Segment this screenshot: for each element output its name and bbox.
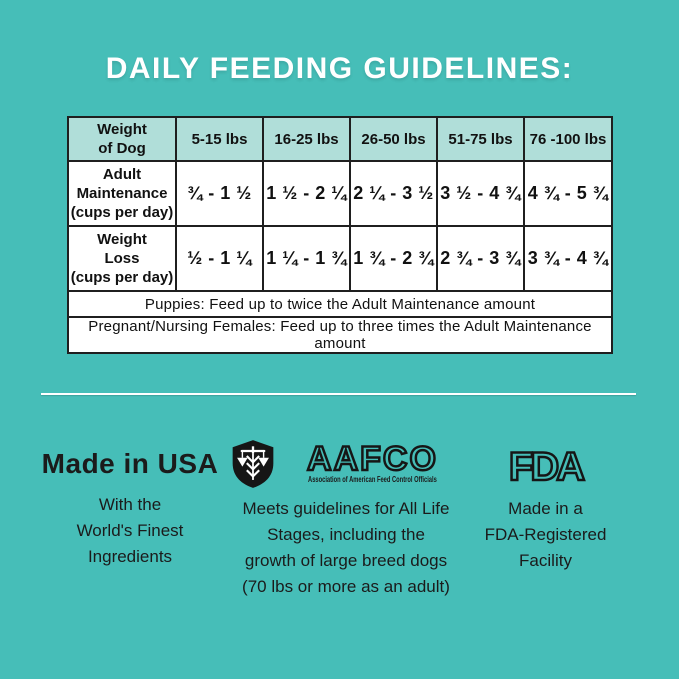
page-title: DAILY FEEDING GUIDELINES: xyxy=(105,52,574,85)
aafco-logo: AAFCO Association of American Feed Contr… xyxy=(228,438,464,490)
cell-loss-5-15: ½ - 1 ¼ xyxy=(175,225,264,292)
cell-adult-5-15: ¾ - 1 ½ xyxy=(175,160,264,227)
header-cell-26-50: 26-50 lbs xyxy=(349,116,438,162)
note-pregnant-nursing: Pregnant/Nursing Females: Feed up to thr… xyxy=(67,316,613,354)
aafco-tagline: Association of American Feed Control Off… xyxy=(308,475,437,484)
feeding-guidelines-table: Weight of Dog 5-15 lbs 16-25 lbs 26-50 l… xyxy=(67,116,613,354)
cell-adult-16-25: 1 ½ - 2 ¼ xyxy=(262,160,351,227)
aafco-description: Meets guidelines for All Life Stages, in… xyxy=(242,499,450,596)
cell-loss-26-50: 1 ¾ - 2 ¾ xyxy=(349,225,438,292)
header-cell-76-100: 76 -100 lbs xyxy=(523,116,613,162)
header-cell-51-75: 51-75 lbs xyxy=(436,116,525,162)
badge-made-in-usa: Made in USA With the World's Finest Ingr… xyxy=(38,448,222,570)
made-in-usa-subtitle: With the World's Finest Ingredients xyxy=(76,495,184,566)
header-cell-weight-of-dog: Weight of Dog xyxy=(67,116,177,162)
cell-loss-76-100: 3 ¾ - 4 ¾ xyxy=(523,225,613,292)
fda-logo-wordmark: FDA xyxy=(508,445,587,489)
badge-aafco: AAFCO Association of American Feed Contr… xyxy=(228,438,464,600)
cell-loss-51-75: 2 ¾ - 3 ¾ xyxy=(436,225,525,292)
row-label-adult-maintenance: Adult Maintenance (cups per day) xyxy=(67,160,177,227)
made-in-usa-title: Made in USA xyxy=(41,448,219,479)
aafco-wordmark-block: AAFCO Association of American Feed Contr… xyxy=(283,440,462,484)
table-note-row-puppies: Puppies: Feed up to twice the Adult Main… xyxy=(67,290,613,318)
row-label-weight-loss: Weight Loss (cups per day) xyxy=(67,225,177,292)
header-cell-5-15: 5-15 lbs xyxy=(175,116,264,162)
header-cell-16-25: 16-25 lbs xyxy=(262,116,351,162)
badge-fda: FDA Made in a FDA-Registered Facility xyxy=(458,445,633,574)
fda-description: Made in a FDA-Registered Facility xyxy=(484,499,607,570)
divider-line xyxy=(41,393,636,395)
aafco-scale-shield-icon xyxy=(232,440,274,488)
table-row-adult-maintenance: Adult Maintenance (cups per day) ¾ - 1 ½… xyxy=(67,160,613,227)
cell-adult-51-75: 3 ½ - 4 ¾ xyxy=(436,160,525,227)
table-row-weight-loss: Weight Loss (cups per day) ½ - 1 ¼ 1 ¼ -… xyxy=(67,225,613,292)
table-header-row: Weight of Dog 5-15 lbs 16-25 lbs 26-50 l… xyxy=(67,116,613,162)
aafco-wordmark: AAFCO xyxy=(306,440,438,478)
table-note-row-pregnant: Pregnant/Nursing Females: Feed up to thr… xyxy=(67,316,613,354)
cell-adult-26-50: 2 ¼ - 3 ½ xyxy=(349,160,438,227)
note-puppies: Puppies: Feed up to twice the Adult Main… xyxy=(67,290,613,318)
cell-loss-16-25: 1 ¼ - 1 ¾ xyxy=(262,225,351,292)
cell-adult-76-100: 4 ¾ - 5 ¾ xyxy=(523,160,613,227)
feeding-guidelines-table-container: Weight of Dog 5-15 lbs 16-25 lbs 26-50 l… xyxy=(67,116,613,354)
